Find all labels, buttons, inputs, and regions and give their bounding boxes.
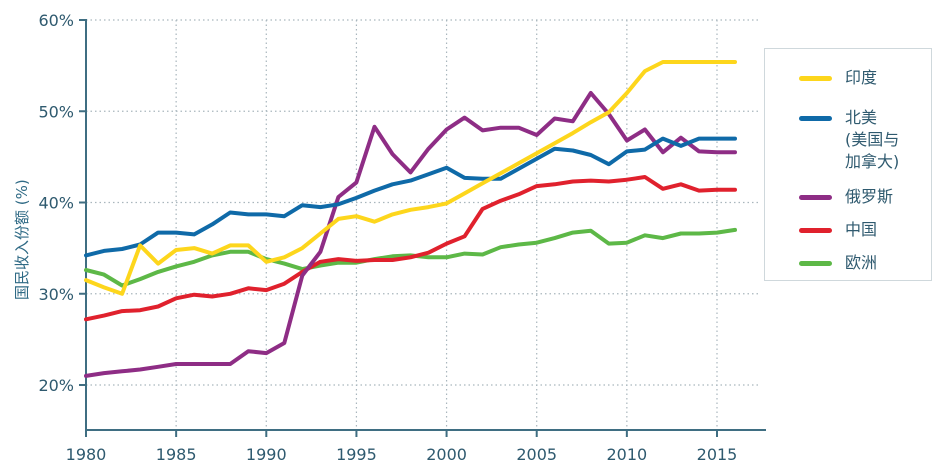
axes [85, 19, 766, 431]
y-tick-label: 20% [38, 376, 74, 395]
x-tick-label: 2005 [516, 445, 557, 464]
legend-item-north-america[interactable]: 北美 (美国与 加拿大) [765, 107, 899, 173]
x-tick-label: 1995 [336, 445, 377, 464]
legend-item-india[interactable]: 印度 [765, 67, 877, 89]
y-axis-ticks: 20% 30% 40% 50% 60% [38, 11, 86, 395]
x-tick-label: 1985 [156, 445, 197, 464]
x-tick-label: 2000 [426, 445, 467, 464]
legend-label-north-america: 北美 (美国与 加拿大) [845, 108, 900, 171]
x-tick-label: 1980 [66, 445, 107, 464]
gridlines [86, 19, 758, 430]
legend-swatch-russia [799, 195, 832, 200]
legend-label-europe: 欧洲 [845, 253, 878, 272]
x-axis-ticks: 1980 1985 1990 1995 2000 2005 2010 2015 [66, 430, 738, 464]
series-lines [84, 60, 737, 378]
legend-label-russia: 俄罗斯 [845, 187, 894, 206]
legend-swatch-europe [799, 261, 832, 266]
y-tick-label: 30% [38, 285, 74, 304]
series-line-india [84, 60, 737, 296]
legend-label-china: 中国 [845, 220, 878, 239]
series-line-china [84, 175, 737, 322]
series-line-north-america [84, 136, 737, 258]
series-line-russia [84, 91, 737, 378]
legend-swatch-china [799, 228, 832, 233]
y-tick-label: 60% [38, 11, 74, 30]
legend-item-china[interactable]: 中国 [765, 219, 877, 241]
legend-label-india: 印度 [845, 68, 878, 87]
legend-item-russia[interactable]: 俄罗斯 [765, 186, 893, 208]
legend-swatch-india [799, 76, 832, 81]
y-tick-label: 50% [38, 102, 74, 121]
y-axis-title: 国民收入份额 (%) [13, 179, 31, 300]
legend: 印度 北美 (美国与 加拿大) 俄罗斯 中国 欧洲 [764, 48, 932, 281]
x-tick-label: 2010 [606, 445, 647, 464]
legend-swatch-north-america [799, 116, 832, 121]
legend-item-europe[interactable]: 欧洲 [765, 252, 877, 274]
x-tick-label: 2015 [697, 445, 738, 464]
x-tick-label: 1990 [246, 445, 287, 464]
y-tick-label: 40% [38, 194, 74, 213]
